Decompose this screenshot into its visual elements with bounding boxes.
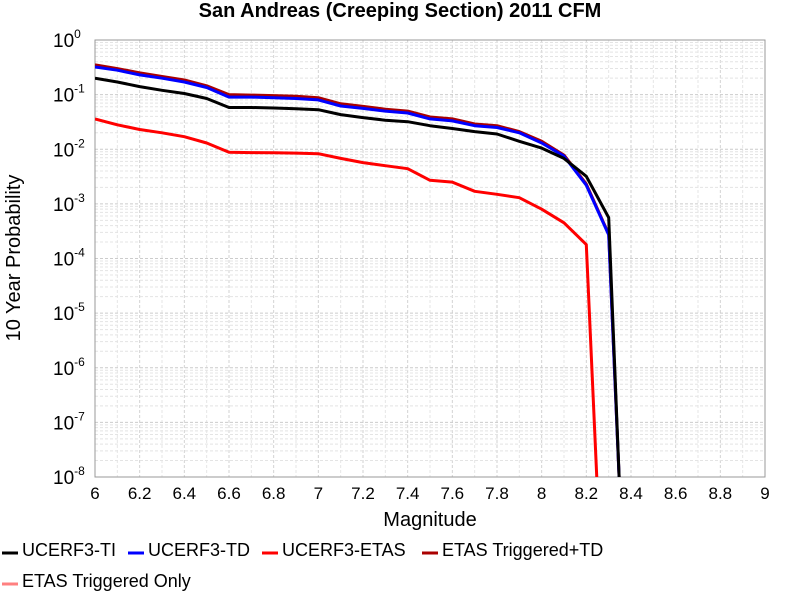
x-tick-label: 9 [760, 484, 769, 503]
x-tick-label: 8.8 [709, 484, 733, 503]
legend-label: ETAS Triggered Only [22, 571, 191, 591]
legend-label: ETAS Triggered+TD [442, 540, 603, 560]
y-axis-label: 10 Year Probability [3, 175, 25, 342]
legend: UCERF3-TI UCERF3-TD UCERF3-ETAS ETAS Trigge… [2, 540, 603, 591]
legend-label: UCERF3-ETAS [282, 540, 406, 560]
x-tick-label: 7 [314, 484, 323, 503]
y-tick-label: 10-6 [53, 355, 85, 380]
x-axis-label: Magnitude [383, 509, 476, 531]
x-tick-label: 7.8 [485, 484, 509, 503]
x-tick-label: 6.4 [173, 484, 197, 503]
x-tick-label: 7.6 [441, 484, 465, 503]
y-tick-label: 10-3 [53, 191, 85, 216]
y-tick-labels: 100 10-1 10-2 10-3 10-4 10-5 10-6 10-7 10-8 [53, 27, 85, 489]
y-tick-label: 10-7 [53, 409, 85, 434]
x-tick-label: 7.4 [396, 484, 420, 503]
x-tick-label: 6.2 [128, 484, 152, 503]
x-tick-label: 6.8 [262, 484, 286, 503]
x-tick-label: 7.2 [351, 484, 375, 503]
legend-label: UCERF3-TD [148, 540, 250, 560]
x-tick-label: 6 [90, 484, 99, 503]
chart-title: San Andreas (Creeping Section) 2011 CFM [199, 0, 602, 22]
series-layer [95, 63, 621, 477]
y-tick-label: 10-2 [53, 136, 85, 161]
series-line-ucerf3-etas [95, 117, 599, 477]
y-tick-label: 10-4 [53, 246, 85, 271]
y-tick-label: 10-5 [53, 300, 85, 325]
y-tick-label: 10-1 [53, 82, 85, 107]
x-tick-label: 8 [537, 484, 546, 503]
legend-label: UCERF3-TI [22, 540, 116, 560]
x-tick-label: 8.2 [575, 484, 599, 503]
plot-frame [94, 39, 766, 478]
x-tick-label: 6.6 [217, 484, 241, 503]
x-tick-label: 8.4 [619, 484, 643, 503]
y-tick-label: 100 [53, 27, 81, 52]
series-line-ucerf3-td [95, 65, 621, 477]
y-tick-label: 10-8 [53, 464, 85, 489]
x-tick-label: 8.6 [664, 484, 688, 503]
series-line-ucerf3-ti [95, 76, 621, 477]
series-line-etas-triggered-td [95, 63, 621, 477]
x-tick-labels: 6 6.2 6.4 6.6 6.8 7 7.2 7.4 7.6 7.8 8 8.2 8.4 8.6 8.8 9 [90, 484, 769, 503]
